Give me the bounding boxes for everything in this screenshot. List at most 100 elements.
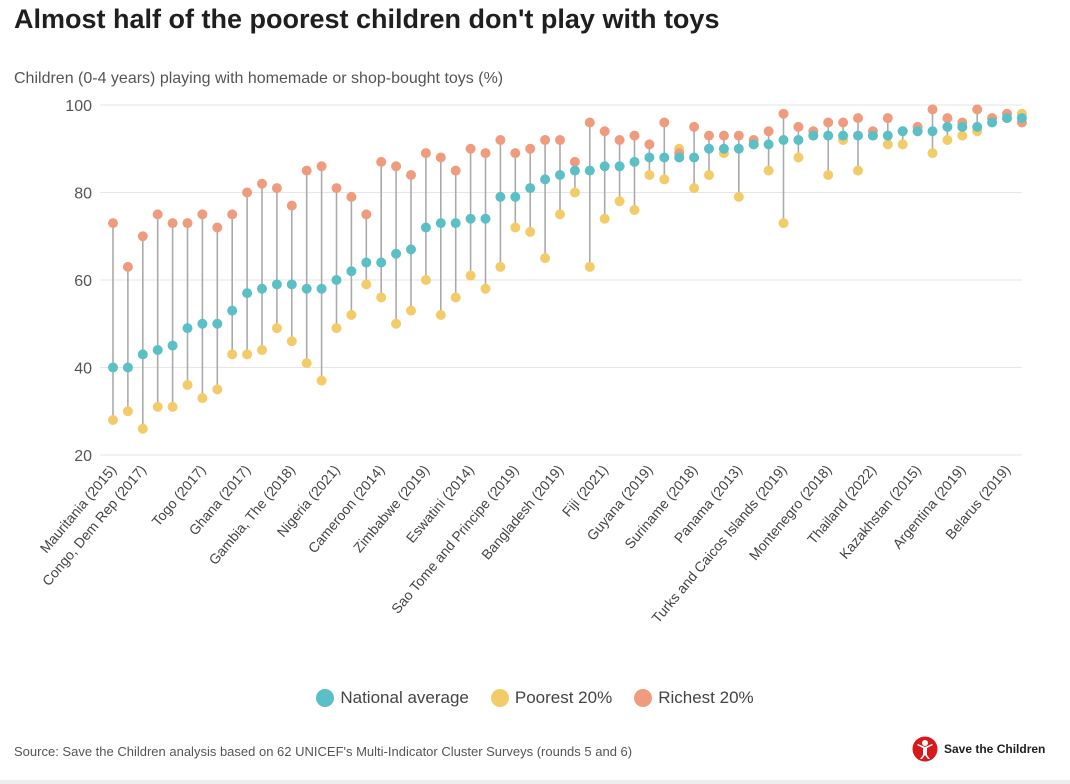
richest-point — [286, 200, 297, 211]
national-point — [331, 275, 342, 285]
richest-point — [331, 183, 342, 194]
national-point — [108, 362, 118, 373]
poorest-point — [182, 380, 193, 390]
poorest-point — [257, 345, 267, 355]
national-point — [867, 130, 878, 141]
richest-point — [167, 218, 178, 229]
y-axis-ticks: 20 40 60 80 100 — [65, 98, 92, 465]
richest-point — [108, 218, 118, 229]
range-stems — [112, 109, 1023, 429]
poorest-point — [286, 336, 297, 347]
national-point — [718, 143, 729, 154]
y-tick-label: 60 — [74, 273, 92, 290]
richest-point — [450, 165, 461, 176]
national-point — [659, 152, 670, 163]
richest-point — [763, 126, 774, 137]
poorest-point — [897, 139, 908, 150]
poorest-point — [271, 323, 282, 334]
richest-point — [391, 161, 402, 172]
richest-point — [614, 135, 625, 145]
national-point — [540, 174, 551, 185]
richest-point — [927, 104, 938, 115]
richest-point — [882, 113, 893, 124]
poorest-point — [540, 253, 551, 264]
poorest-point — [942, 135, 953, 145]
national-point — [763, 139, 774, 150]
richest-point — [257, 178, 267, 189]
poorest-point — [331, 323, 342, 334]
richest-point — [197, 209, 208, 220]
poorest-point — [197, 393, 208, 404]
richest-point — [346, 191, 357, 202]
poorest-point — [227, 349, 238, 360]
richest-point — [480, 148, 491, 159]
richest-point — [361, 209, 372, 220]
richest-point — [525, 143, 536, 154]
national-point — [346, 266, 357, 277]
national-point — [376, 257, 387, 268]
national-point — [555, 170, 565, 180]
poorest-point — [614, 196, 625, 207]
national-point — [510, 191, 521, 202]
national-point — [957, 121, 968, 132]
y-tick-label: 100 — [65, 98, 92, 115]
richest-point — [569, 156, 580, 167]
richest-point — [942, 113, 953, 124]
richest-point — [137, 231, 148, 242]
poorest-point — [480, 283, 491, 294]
national-point — [480, 213, 491, 224]
national-point — [748, 139, 759, 150]
data-points — [108, 104, 1027, 434]
national-point — [987, 117, 998, 128]
logo-text: Save the Children — [944, 742, 1046, 756]
poorest-point — [420, 275, 431, 285]
poorest-point — [793, 152, 804, 163]
national-point — [912, 126, 923, 137]
national-point — [167, 340, 178, 351]
national-point — [1002, 113, 1012, 124]
richest-point — [212, 222, 223, 233]
poorest-point — [108, 415, 118, 425]
richest-point — [599, 126, 610, 137]
poorest-point — [525, 226, 536, 237]
legend: National average Poorest 20% Richest 20% — [0, 688, 1070, 708]
richest-point — [301, 165, 312, 176]
poorest-point — [555, 209, 565, 220]
richest-point — [718, 130, 729, 141]
national-point — [406, 244, 416, 255]
richest-point — [271, 183, 282, 194]
national-point — [584, 165, 595, 176]
poorest-swatch-icon — [490, 689, 509, 707]
poorest-point — [733, 191, 744, 202]
richest-point — [152, 209, 163, 220]
national-point — [152, 345, 163, 355]
national-point — [778, 135, 789, 145]
national-point — [644, 152, 655, 163]
gridlines — [100, 104, 1022, 456]
national-point — [927, 126, 938, 137]
x-tick-label: Gambia, The (2018) — [205, 462, 298, 568]
poorest-point — [316, 375, 327, 386]
poorest-point — [778, 218, 789, 229]
dot-range-chart: 20 40 60 80 100 Mauritania (2015)Congo, Dem … — [37, 98, 1027, 626]
richest-point — [704, 130, 714, 141]
national-point — [391, 248, 402, 259]
richest-point — [644, 139, 655, 150]
richest-point — [584, 117, 595, 128]
richest-point — [376, 156, 387, 167]
x-axis-ticks: Mauritania (2015)Congo, Dem Rep (2017) To… — [37, 462, 1014, 626]
poorest-point — [927, 148, 938, 159]
national-point — [808, 130, 819, 141]
richest-point — [465, 143, 476, 154]
richest-point — [778, 108, 789, 119]
poorest-point — [704, 170, 714, 180]
richest-point — [793, 121, 804, 132]
national-point — [838, 130, 849, 141]
richest-point — [420, 148, 431, 159]
richest-point — [242, 187, 253, 198]
poorest-point — [823, 170, 834, 180]
legend-label: Richest 20% — [658, 688, 754, 707]
poorest-point — [882, 139, 893, 150]
national-point — [733, 143, 744, 154]
richest-point — [122, 261, 133, 272]
